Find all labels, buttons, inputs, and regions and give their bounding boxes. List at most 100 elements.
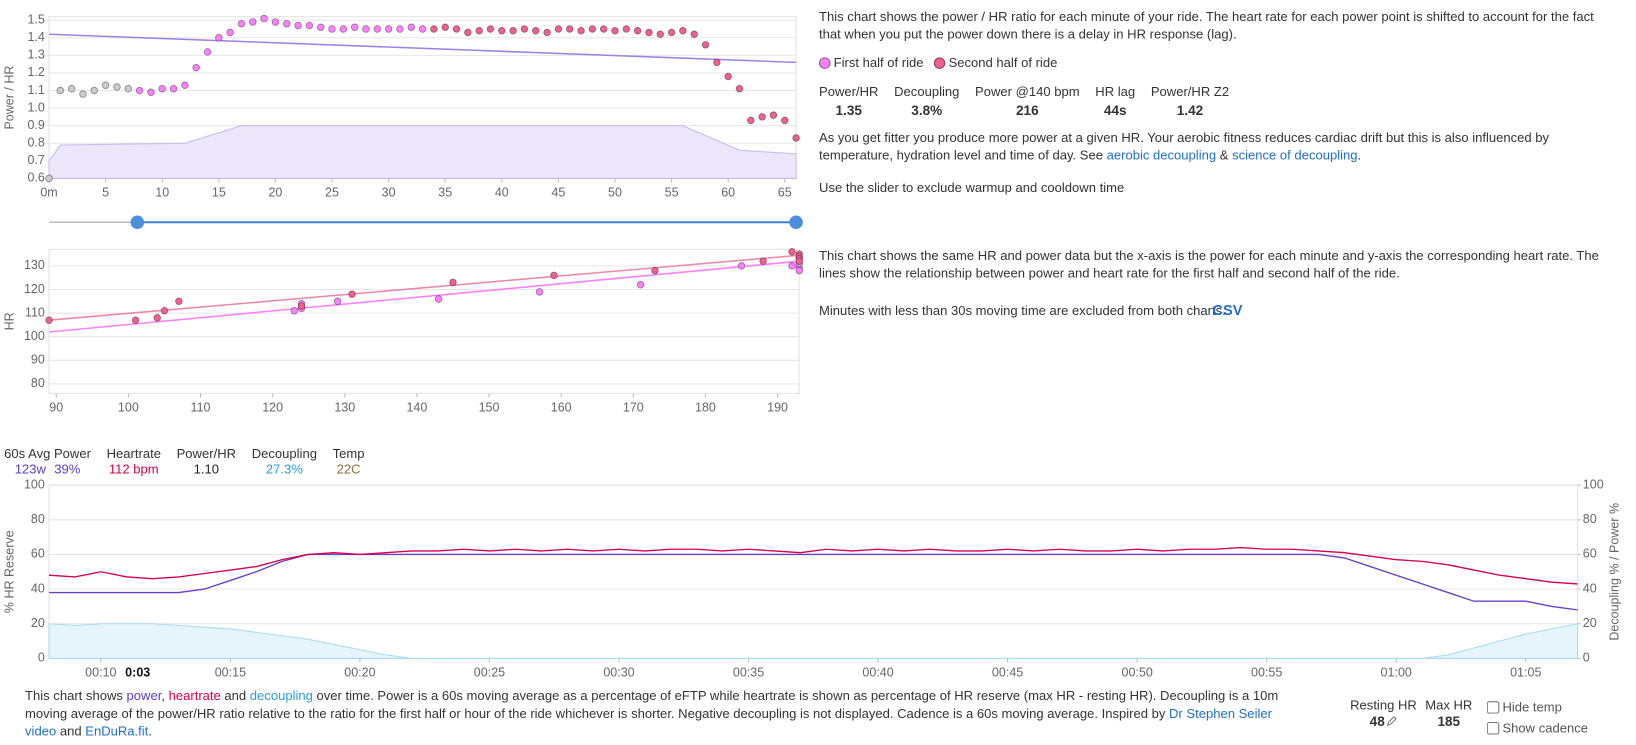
x-tick-label: 50 — [608, 185, 622, 199]
point — [45, 174, 53, 183]
x-tick-label: 00:35 — [733, 665, 764, 679]
plot-frame — [48, 484, 1579, 659]
point — [554, 25, 563, 33]
y2-tick-label: 20 — [1583, 616, 1597, 630]
stat: HR lag 44s — [1095, 83, 1135, 118]
checkbox-row[interactable]: Show cadence — [1486, 718, 1589, 739]
x-tick-label: 00:55 — [1251, 665, 1282, 679]
point — [175, 297, 183, 306]
edit-icon[interactable] — [1387, 716, 1397, 726]
point — [294, 21, 302, 30]
chart-description: This chart shows the same HR and power d… — [819, 248, 1599, 281]
point — [45, 316, 53, 324]
slider-handle[interactable] — [130, 215, 145, 230]
line — [49, 553, 1578, 611]
point — [339, 25, 348, 33]
checkbox[interactable] — [1486, 722, 1500, 735]
point — [226, 28, 234, 37]
x-tick-label: 35 — [438, 185, 452, 199]
x-tick-label: 00:45 — [992, 665, 1023, 679]
area — [48, 125, 797, 179]
y-tick-label: 100 — [24, 329, 45, 343]
y-tick-label: 1.1 — [27, 83, 44, 97]
x-tick-label: 55 — [665, 185, 679, 199]
stat: Temp 22C — [333, 447, 365, 478]
stat-value: 1.35 — [835, 102, 862, 118]
x-tick-label: 65 — [778, 185, 792, 199]
point — [290, 306, 299, 315]
point — [271, 18, 280, 26]
stat-value: 3.8% — [911, 102, 943, 118]
point — [509, 27, 517, 35]
ride-stats: Power/HR 1.35 Decoupling 3.8% Power @140 b… — [819, 83, 1229, 118]
point — [153, 314, 161, 322]
point — [769, 111, 778, 119]
checkbox[interactable] — [1486, 701, 1500, 714]
point — [249, 18, 257, 26]
fitness-text: As you get fitter you produce more power… — [819, 129, 1617, 164]
text: This chart shows — [25, 688, 127, 704]
legend-swatch — [819, 57, 831, 69]
text: , — [161, 688, 169, 704]
link[interactable]: science of decoupling — [1232, 148, 1358, 163]
x-tick-label: 00:10 — [85, 665, 116, 679]
csv-link[interactable]: CSV — [1212, 301, 1243, 319]
point — [531, 27, 540, 35]
point — [713, 58, 721, 67]
point — [464, 28, 472, 37]
x-tick-label: 30 — [382, 185, 396, 199]
link[interactable]: aerobic decoupling — [1106, 148, 1217, 163]
point — [475, 27, 483, 35]
point — [636, 281, 645, 289]
point — [407, 23, 416, 31]
y2-tick-label: 0 — [1583, 651, 1590, 665]
point — [667, 28, 676, 37]
y2-tick-label: 60 — [1583, 547, 1597, 561]
stat-label: Heartrate — [106, 446, 161, 462]
stat-label: 60s Avg Power — [4, 446, 91, 462]
point — [67, 85, 76, 93]
y-axis-title: Power / HR — [3, 66, 17, 130]
resting-hr-value: 48 — [1369, 713, 1385, 730]
setting-value: 48 — [1350, 713, 1417, 730]
y-tick-label: 80 — [31, 512, 45, 526]
legend-item: First half of ride — [819, 54, 924, 72]
y-tick-label: 1.3 — [27, 48, 44, 62]
link[interactable]: decoupling — [249, 688, 313, 704]
x-tick-label: 20 — [268, 185, 282, 199]
checkbox-label: Show cadence — [1502, 720, 1589, 736]
point — [520, 25, 529, 33]
slider-handle[interactable] — [789, 215, 803, 230]
link[interactable]: EnDuRa.fit — [85, 724, 149, 739]
point — [724, 72, 732, 81]
point — [192, 63, 200, 72]
stat: Power @140 bpm 216 — [975, 83, 1080, 118]
point — [622, 25, 631, 33]
stat: Decoupling 27.3% — [252, 447, 317, 478]
point — [328, 25, 336, 33]
x-tick-label: 180 — [695, 400, 716, 414]
x-tick-label: 190 — [767, 400, 788, 414]
note: Minutes with less than 30s moving time a… — [819, 303, 1226, 319]
stat: Heartrate 112 bpm — [107, 447, 161, 478]
point — [305, 21, 314, 30]
link[interactable]: Dr Stephen Seiler video — [25, 706, 1272, 739]
link[interactable]: heartrate — [168, 688, 221, 704]
legend-label: First half of ride — [833, 55, 924, 70]
x-tick-label: 00:25 — [474, 665, 505, 679]
legend-label: Second half of ride — [948, 55, 1058, 70]
y-tick-label: 20 — [31, 616, 45, 630]
point — [795, 266, 803, 275]
x-tick-label: 0m — [40, 185, 57, 199]
y2-axis-title: Decoupling % / Power % — [1607, 503, 1621, 641]
stat-value: 1.10 — [193, 462, 220, 477]
text: and — [56, 724, 86, 739]
link[interactable]: power — [126, 688, 162, 704]
slider-hint: Use the slider to exclude warmup and coo… — [819, 180, 1125, 196]
y-tick-label: 0 — [38, 651, 45, 665]
checkbox-row[interactable]: Hide temp — [1486, 697, 1588, 718]
point — [373, 25, 382, 33]
text: and — [220, 688, 250, 704]
point — [203, 48, 212, 56]
